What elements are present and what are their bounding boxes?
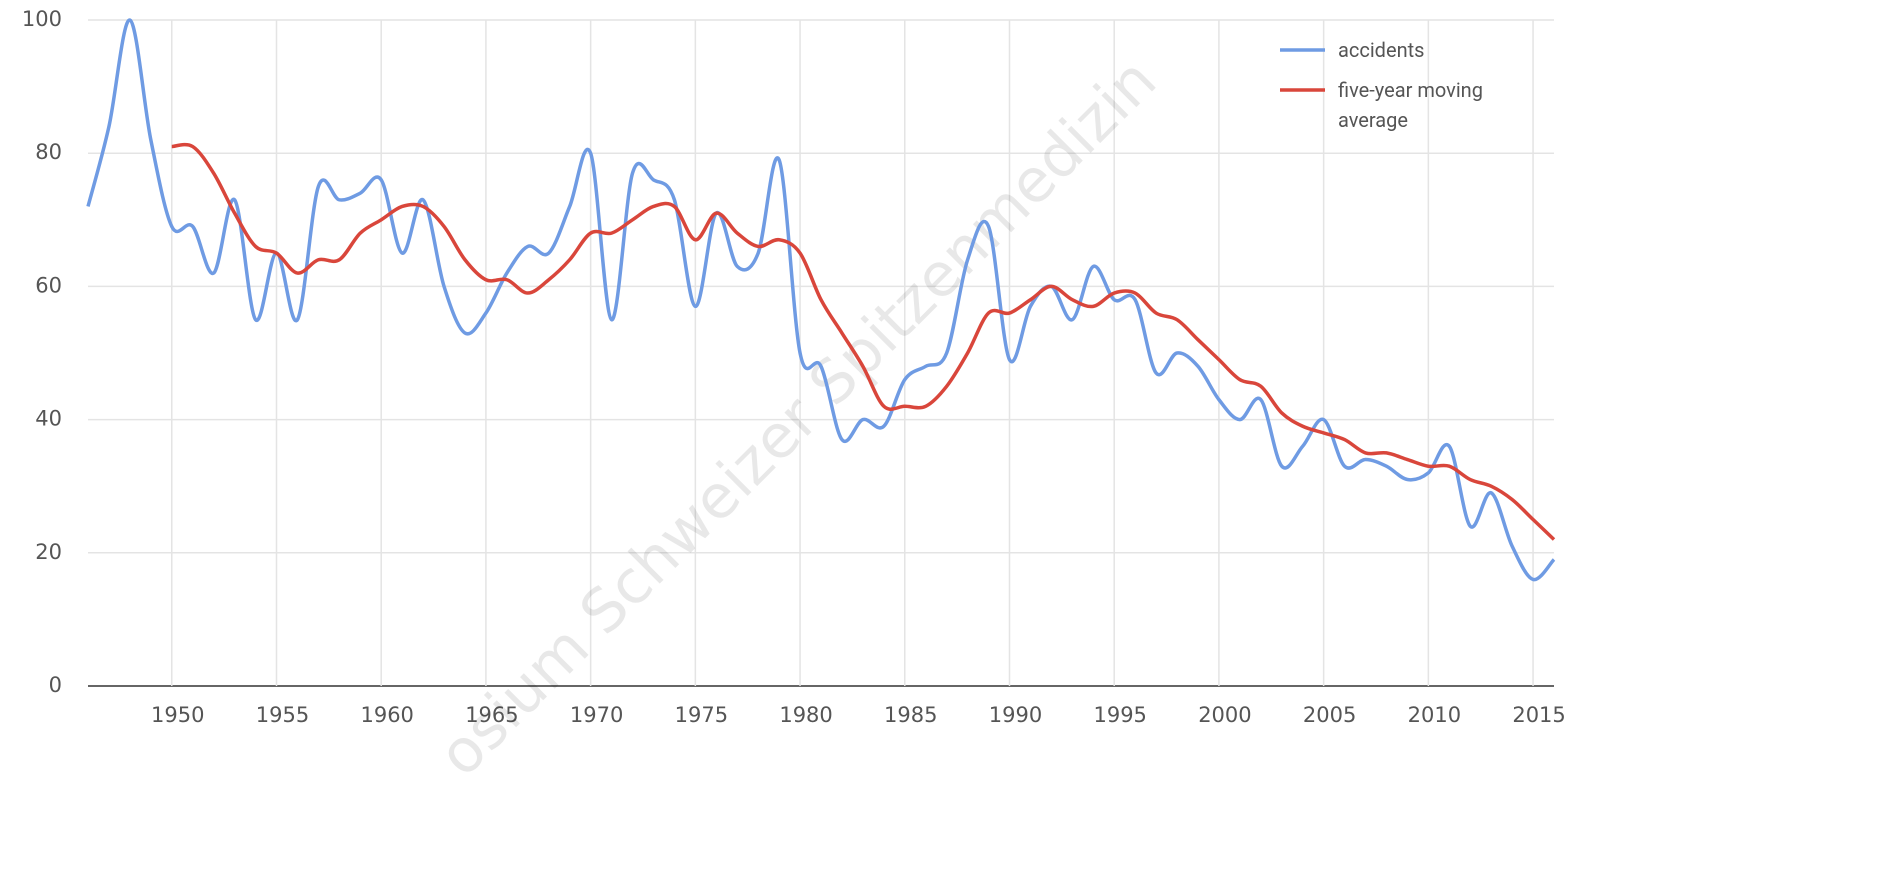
y-tick-label: 80 [35, 140, 62, 164]
x-tick-label: 1960 [360, 703, 413, 727]
y-tick-label: 20 [35, 540, 62, 564]
x-tick-label: 2015 [1512, 703, 1565, 727]
x-tick-label: 1980 [779, 703, 832, 727]
x-tick-label: 1975 [675, 703, 728, 727]
x-tick-label: 1955 [256, 703, 309, 727]
x-tick-label: 2000 [1198, 703, 1251, 727]
x-tick-label: 1985 [884, 703, 937, 727]
x-tick-label: 1950 [151, 703, 204, 727]
y-tick-label: 0 [49, 673, 62, 697]
legend-label: five-year moving average [1338, 78, 1483, 132]
y-tick-label: 40 [35, 407, 62, 431]
y-tick-label: 100 [22, 7, 62, 31]
x-tick-label: 2010 [1408, 703, 1461, 727]
series-line [86, 18, 1556, 582]
x-tick-label: 1970 [570, 703, 623, 727]
x-tick-label: 1965 [465, 703, 518, 727]
x-tick-label: 1995 [1093, 703, 1146, 727]
series-line [171, 142, 1556, 541]
watermark: osium Schweizer Spitzenmedizin [425, 45, 1170, 790]
legend-label: accidents [1338, 38, 1425, 62]
y-tick-label: 60 [35, 273, 62, 297]
x-tick-label: 1990 [989, 703, 1042, 727]
x-tick-label: 2005 [1303, 703, 1356, 727]
